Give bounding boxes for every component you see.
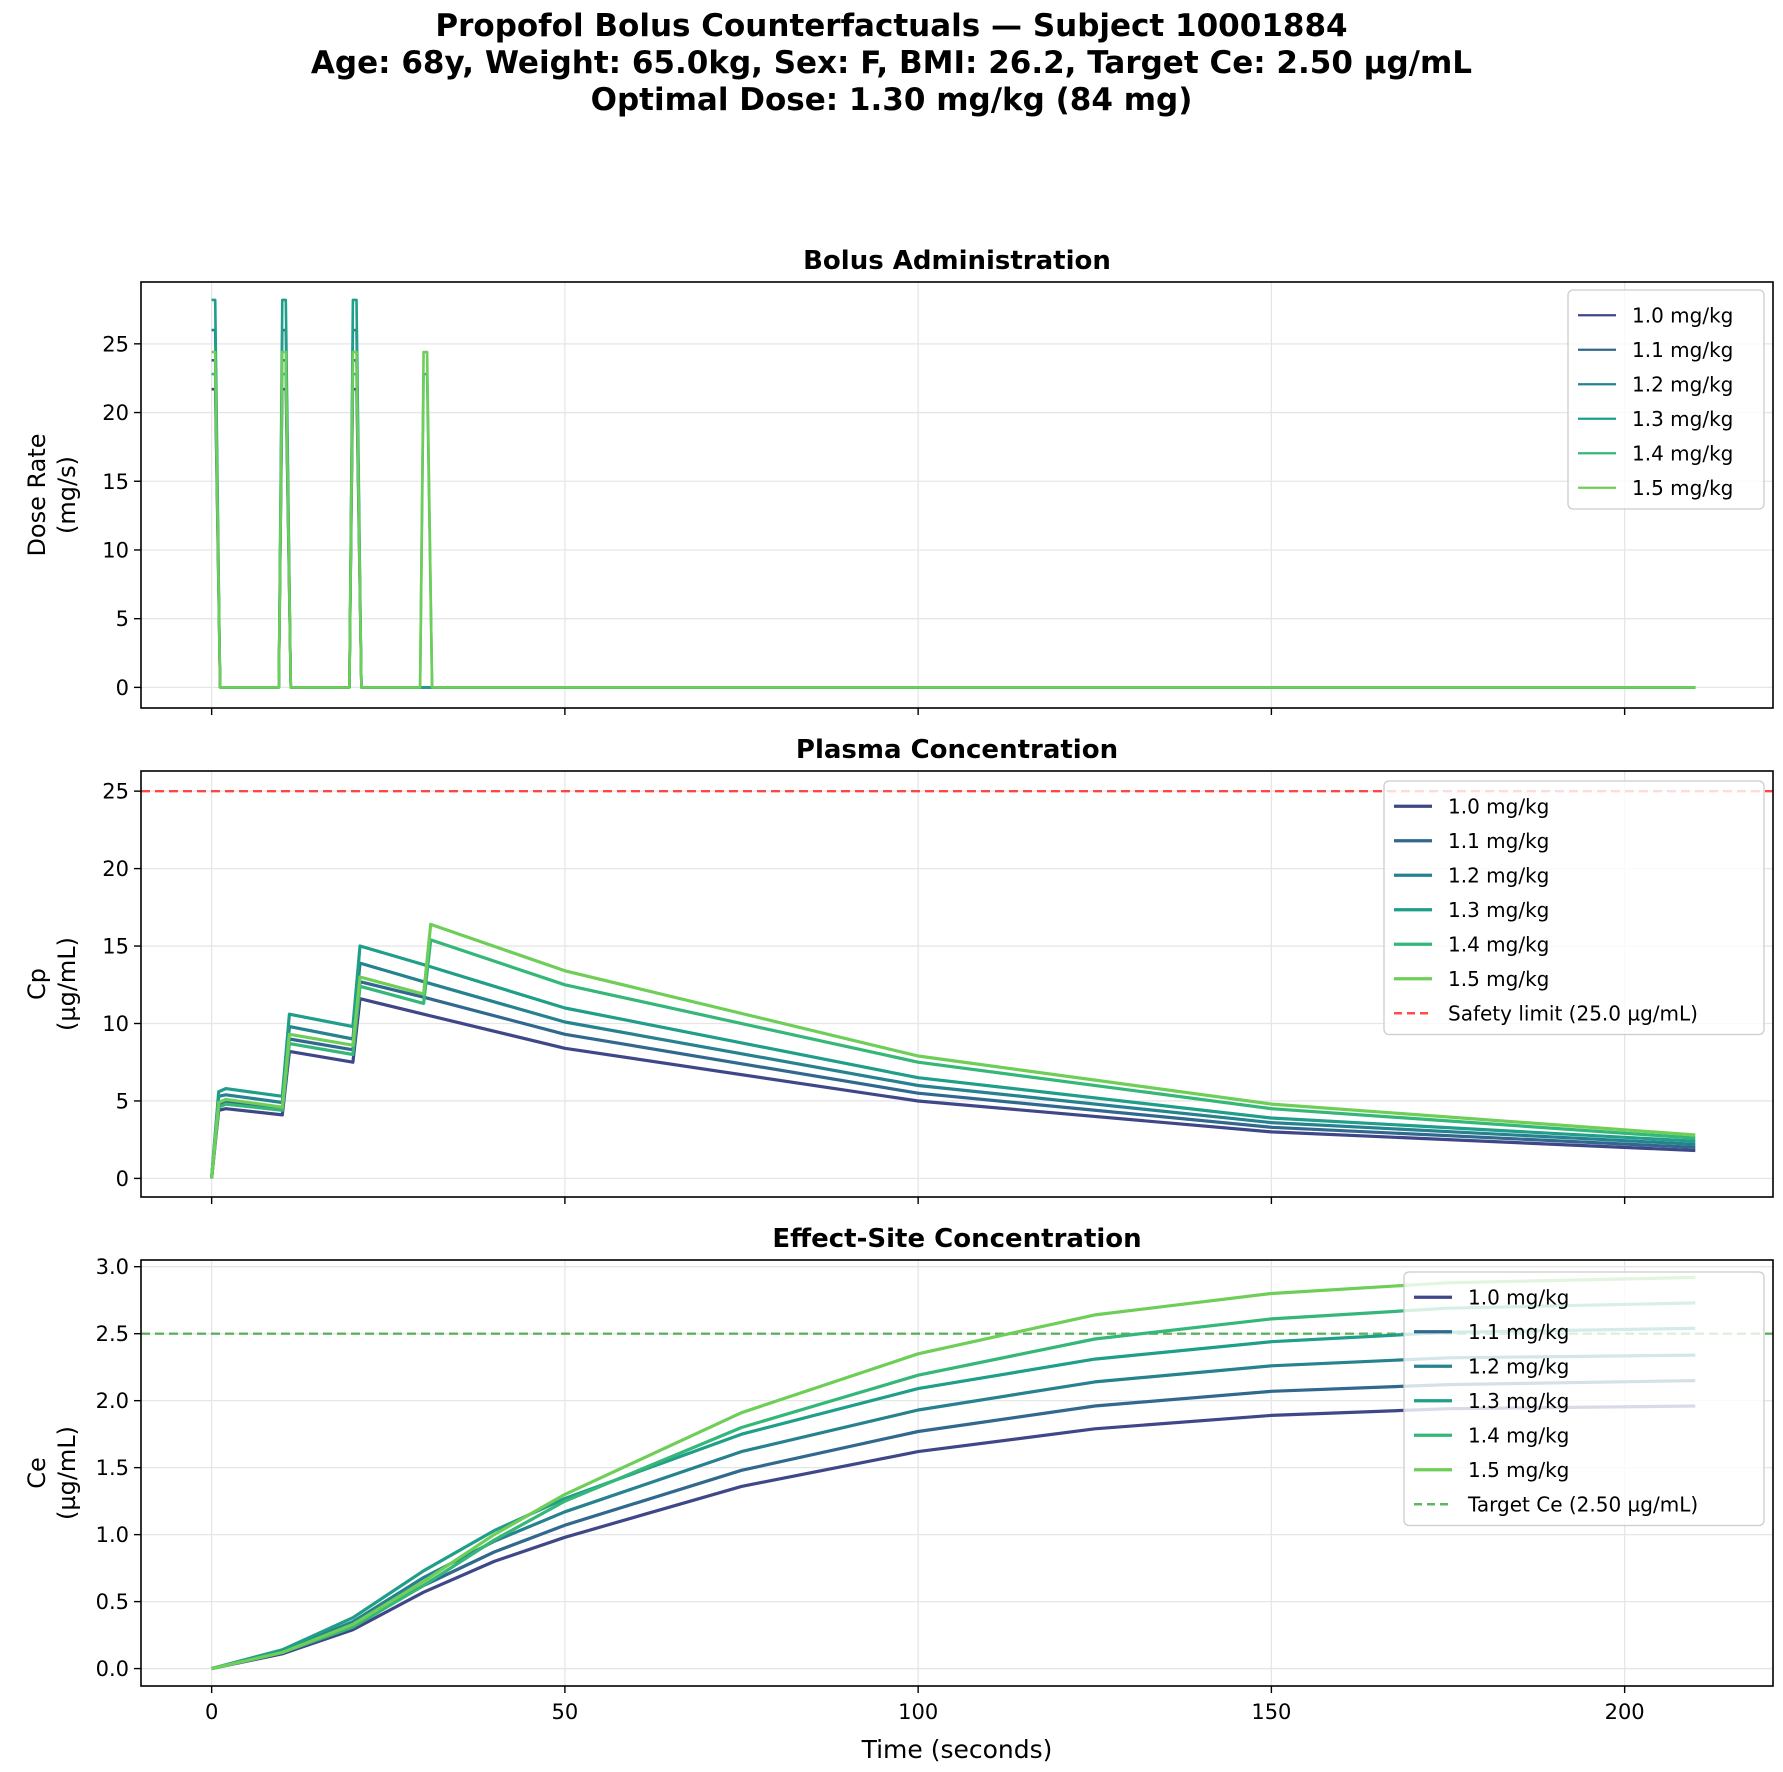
series-line [211, 1275, 1696, 1671]
y-tick-label: 15 [102, 935, 129, 959]
legend-label: 1.1 mg/kg [1632, 338, 1733, 362]
title-line-optimal-dose: Optimal Dose: 1.30 mg/kg (84 mg) [590, 82, 1193, 118]
y-tick-label: 10 [102, 1012, 129, 1036]
legend-label: 1.2 mg/kg [1632, 372, 1733, 396]
legend-box [1403, 1271, 1765, 1527]
legend-effect-site: 1.0 mg/kg 1.1 mg/kg 1.2 mg/kg 1.3 mg/kg 1.4 … [1403, 1271, 1765, 1527]
legend-label: 1.0 mg/kg [1632, 303, 1733, 327]
axes-frame-bolus [140, 281, 1774, 709]
y-axis-label-line: (µg/mL) [53, 937, 81, 1031]
y-axis-label-line: Dose Rate [23, 433, 51, 556]
series-line [210, 944, 1696, 1179]
series-line [211, 1326, 1696, 1671]
series-line [211, 328, 1696, 689]
y-axis-label: Cp(µg/mL) [23, 937, 81, 1031]
y-tick-label: 20 [102, 857, 129, 881]
x-tick-label: 200 [1605, 1700, 1645, 1724]
y-tick-label: 0 [116, 676, 129, 700]
y-axis-label-line: (mg/s) [53, 456, 81, 534]
panel-effect-site: 0 50 100 150 200 0.0 0.5 1.0 1.5 2.0 2.5 3.0 Effect-… [23, 1224, 1774, 1764]
series-line [211, 359, 1696, 689]
y-tick-label: 5 [116, 1089, 129, 1113]
panel-title: Effect-Site Concentration [772, 1224, 1141, 1254]
legend-label: Safety limit (25.0 µg/mL) [1448, 1001, 1698, 1025]
y-tick-label: 5 [116, 607, 129, 631]
legend-plasma: 1.0 mg/kg 1.1 mg/kg 1.2 mg/kg 1.3 mg/kg 1.4 … [1383, 780, 1765, 1036]
y-axis-label-line: Ce [23, 1457, 51, 1489]
series-line [211, 1301, 1696, 1671]
y-tick-label: 3.0 [96, 1255, 129, 1279]
panel-plasma: 0 5 10 15 20 25 Plasma Concentration Cp(µg/mL) 1… [23, 735, 1774, 1204]
legend-label: 1.5 mg/kg [1632, 476, 1733, 500]
legend-label: 1.4 mg/kg [1468, 1423, 1569, 1447]
legend-bolus: 1.0 mg/kg 1.1 mg/kg 1.2 mg/kg 1.3 mg/kg 1.4 … [1567, 289, 1765, 510]
legend-label: 1.0 mg/kg [1448, 794, 1549, 818]
y-tick-label: 0.5 [96, 1590, 129, 1614]
axes-frame-plasma [140, 770, 1774, 1198]
legend-label: 1.5 mg/kg [1448, 967, 1549, 991]
legend-label: 1.3 mg/kg [1448, 898, 1549, 922]
y-axis-label: Ce(µg/mL) [23, 1426, 81, 1520]
y-tick-label: 25 [102, 780, 129, 804]
y-tick-label: 15 [102, 470, 129, 494]
y-tick-label: 25 [102, 332, 129, 356]
legend-box [1383, 780, 1765, 1036]
series-line [211, 1353, 1696, 1671]
panel-title: Bolus Administration [803, 246, 1111, 276]
y-tick-label: 1.5 [96, 1456, 129, 1480]
legend-label: 1.5 mg/kg [1468, 1458, 1569, 1482]
x-tick-label: 150 [1251, 1700, 1291, 1724]
figure-title: Propofol Bolus Counterfactuals — Subject… [0, 8, 1783, 119]
legend-label: 1.1 mg/kg [1448, 829, 1549, 853]
y-tick-label: 2.5 [96, 1322, 129, 1346]
x-tick-label: 50 [552, 1700, 579, 1724]
y-tick-label: 20 [102, 401, 129, 425]
legend-label: 1.0 mg/kg [1468, 1285, 1569, 1309]
panel-bolus: 0 5 10 15 20 25 Bolus Administration Dose Rate(… [23, 246, 1774, 715]
y-tick-label: 10 [102, 538, 129, 562]
x-axis-label: Time (seconds) [861, 1735, 1053, 1764]
series-line [211, 298, 1696, 689]
gridlines-bolus [141, 282, 1773, 708]
series-lines-effect-site [211, 1275, 1696, 1671]
legend-label: 1.3 mg/kg [1632, 407, 1733, 431]
y-tick-label: 2.0 [96, 1389, 129, 1413]
y-tick-label: 0.0 [96, 1657, 129, 1681]
legend-label: 1.2 mg/kg [1448, 863, 1549, 887]
series-line [211, 372, 1696, 689]
legend-label: 1.4 mg/kg [1448, 932, 1549, 956]
series-line [211, 350, 1696, 689]
y-axis-label-line: Cp [23, 968, 51, 1000]
axes-frame-effect-site [140, 1259, 1774, 1687]
y-axis-label: Dose Rate(mg/s) [23, 433, 81, 556]
y-axis-label-line: (µg/mL) [53, 1426, 81, 1520]
x-tick-label: 100 [898, 1700, 938, 1724]
title-line-subject: Propofol Bolus Counterfactuals — Subject… [435, 8, 1348, 44]
legend-label: Target Ce (2.50 µg/mL) [1467, 1492, 1698, 1516]
legend-label: 1.2 mg/kg [1468, 1354, 1569, 1378]
title-line-demographics: Age: 68y, Weight: 65.0kg, Sex: F, BMI: 2… [310, 45, 1473, 81]
legend-box [1567, 289, 1765, 510]
y-tick-label: 1.0 [96, 1523, 129, 1547]
series-line [211, 1404, 1696, 1671]
series-lines-plasma [210, 922, 1696, 1179]
x-tick-label: 0 [205, 1700, 218, 1724]
series-lines-bolus [211, 298, 1696, 689]
y-tick-label: 0 [116, 1167, 129, 1191]
panel-title: Plasma Concentration [796, 735, 1118, 765]
legend-label: 1.1 mg/kg [1468, 1320, 1569, 1344]
series-line [210, 922, 1696, 1179]
series-line [211, 387, 1696, 689]
legend-label: 1.3 mg/kg [1468, 1389, 1569, 1413]
legend-label: 1.4 mg/kg [1632, 441, 1733, 465]
